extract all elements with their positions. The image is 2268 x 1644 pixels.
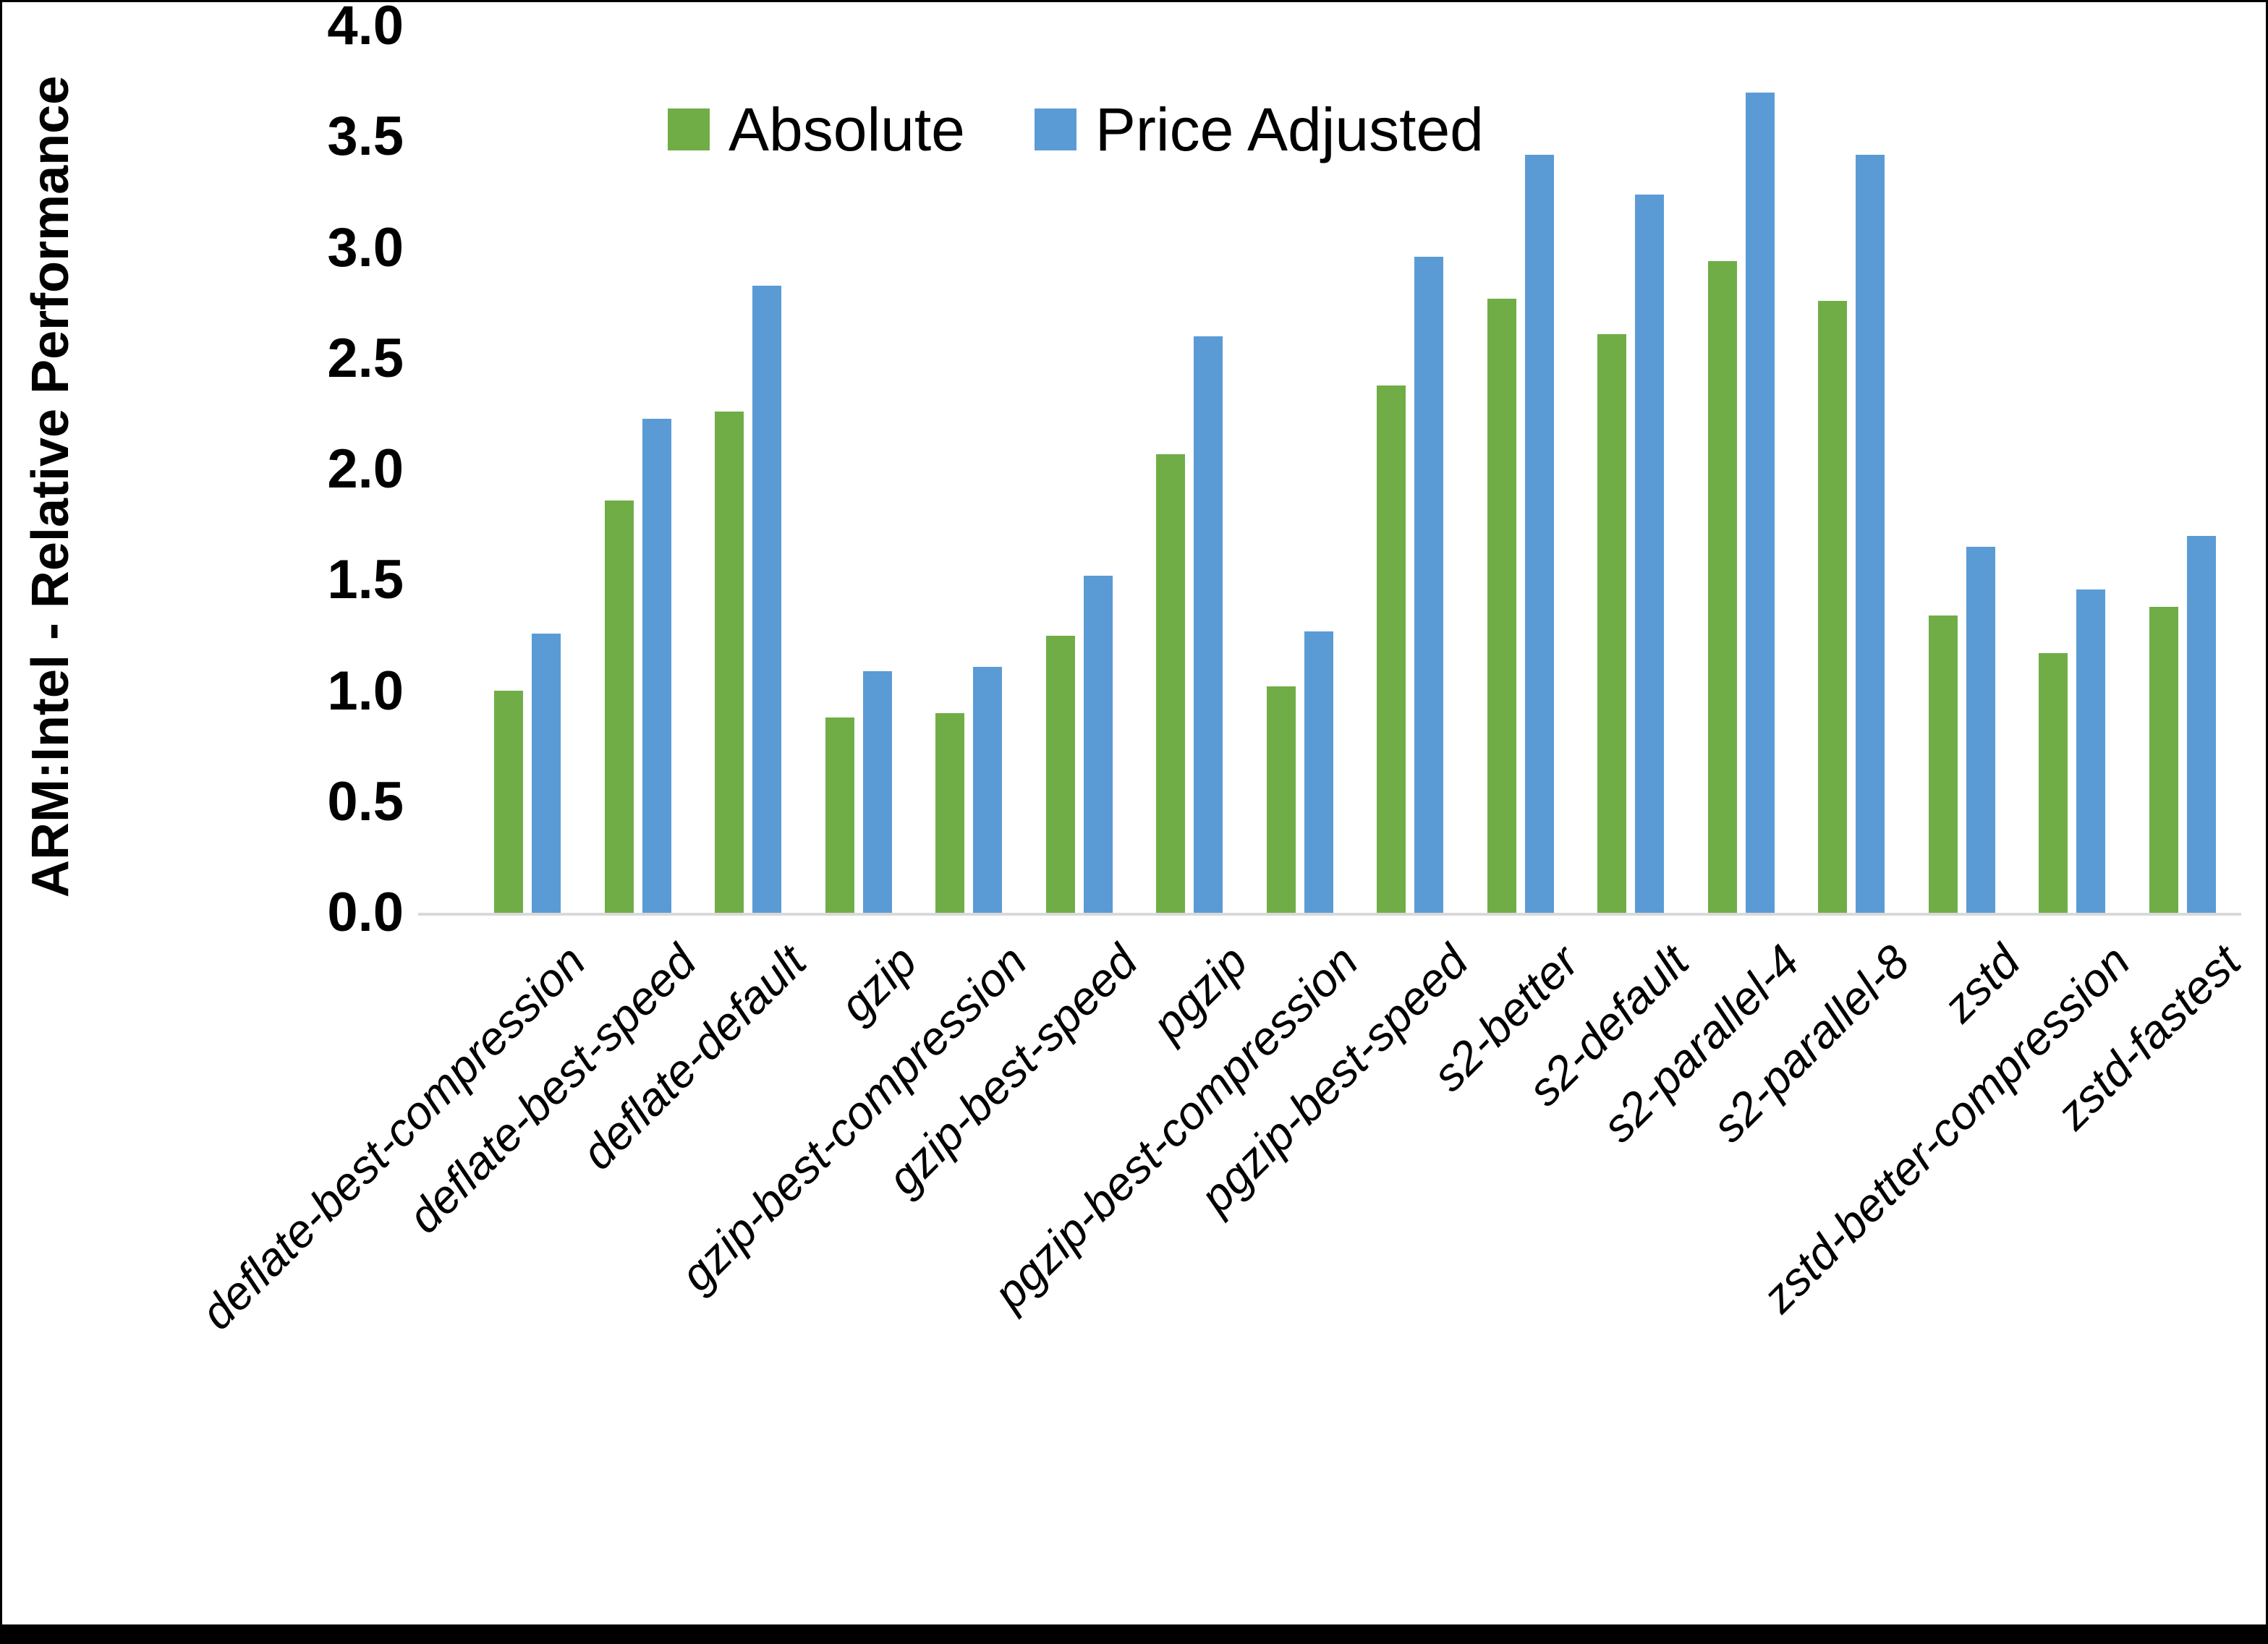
bar-absolute-deflate-best-compression (494, 691, 523, 913)
y-tick-label-3.0: 3.0 (327, 217, 404, 278)
bar-absolute-deflate-default (715, 412, 744, 913)
bar-absolute-gzip (825, 717, 854, 913)
y-tick-label-1.5: 1.5 (327, 549, 404, 610)
bar-absolute-pgzip-best-speed (1377, 386, 1406, 913)
legend-swatch-icon-absolute (668, 108, 710, 150)
legend-label-price-adjusted: Price Adjusted (1095, 95, 1484, 163)
bar-price-adjusted-zstd-better-compression (2076, 589, 2105, 913)
bar-absolute-zstd-better-compression (2039, 653, 2068, 913)
bar-price-adjusted-gzip-best-speed (1084, 576, 1113, 913)
bar-absolute-zstd-fastest (2149, 607, 2178, 913)
legend-label-absolute: Absolute (729, 95, 965, 163)
bar-price-adjusted-pgzip-best-speed (1414, 257, 1443, 913)
bar-price-adjusted-pgzip-best-compression (1304, 631, 1333, 913)
bar-price-adjusted-deflate-best-compression (532, 634, 561, 913)
bar-price-adjusted-s2-parallel-8 (1856, 155, 1885, 913)
y-axis-title: ARM:Intel - Relative Performance (22, 75, 80, 898)
bar-price-adjusted-pgzip (1194, 336, 1223, 913)
bar-absolute-s2-default (1597, 334, 1626, 913)
bar-price-adjusted-s2-default (1635, 195, 1664, 913)
bar-price-adjusted-deflate-default (752, 286, 781, 913)
bar-absolute-pgzip (1156, 454, 1185, 913)
bar-price-adjusted-gzip (863, 671, 892, 913)
chart-legend: Absolute Price Adjusted (668, 95, 1484, 164)
bar-price-adjusted-deflate-best-speed (642, 419, 671, 913)
bar-price-adjusted-s2-parallel-4 (1746, 93, 1775, 913)
bar-price-adjusted-gzip-best-compression (973, 667, 1002, 913)
y-tick-label-0.5: 0.5 (327, 771, 404, 832)
y-tick-label-2.5: 2.5 (327, 328, 404, 389)
bar-absolute-s2-parallel-8 (1818, 301, 1847, 913)
bar-absolute-gzip-best-speed (1046, 636, 1075, 913)
y-tick-label-4.0: 4.0 (327, 0, 404, 56)
bar-absolute-gzip-best-compression (935, 713, 964, 913)
bar-price-adjusted-s2-better (1525, 155, 1554, 913)
bar-absolute-zstd (1929, 616, 1958, 913)
legend-swatch-icon-price-adjusted (1034, 108, 1076, 150)
bar-absolute-deflate-best-speed (605, 501, 634, 913)
bottom-black-bar (2, 1624, 2266, 1642)
legend-item-price-adjusted: Price Adjusted (1034, 95, 1484, 164)
bar-absolute-s2-better (1487, 299, 1516, 913)
bar-absolute-s2-parallel-4 (1708, 261, 1737, 913)
legend-item-absolute: Absolute (668, 95, 965, 164)
bar-absolute-pgzip-best-compression (1267, 686, 1296, 913)
y-tick-label-1.0: 1.0 (327, 660, 404, 722)
y-tick-label-2.0: 2.0 (327, 438, 404, 500)
x-axis-line (418, 913, 2241, 916)
y-tick-label-0.0: 0.0 (327, 882, 404, 943)
y-tick-label-3.5: 3.5 (327, 106, 404, 167)
bar-price-adjusted-zstd (1966, 547, 1995, 913)
bar-price-adjusted-zstd-fastest (2187, 536, 2216, 913)
